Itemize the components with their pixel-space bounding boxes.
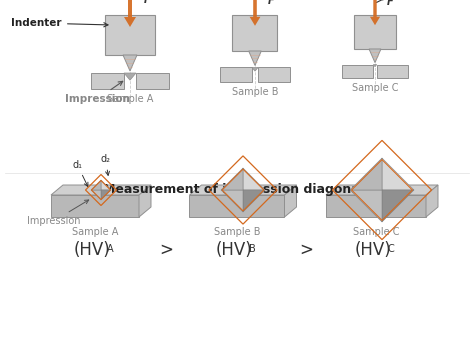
Bar <box>136 73 169 89</box>
Text: >: > <box>300 241 313 259</box>
FancyArrow shape <box>124 0 136 27</box>
Polygon shape <box>91 190 101 200</box>
Text: Indenter: Indenter <box>11 18 108 28</box>
Polygon shape <box>382 158 414 190</box>
Bar <box>220 68 252 82</box>
Text: Sample C: Sample C <box>353 227 399 237</box>
Polygon shape <box>350 190 382 222</box>
Bar <box>233 15 277 51</box>
FancyArrow shape <box>370 0 380 25</box>
Bar <box>105 15 155 55</box>
Polygon shape <box>101 180 111 190</box>
Polygon shape <box>326 195 426 217</box>
Text: (HV): (HV) <box>216 241 252 259</box>
Bar <box>377 64 408 78</box>
Polygon shape <box>123 55 137 71</box>
Polygon shape <box>190 185 297 195</box>
Polygon shape <box>221 190 243 212</box>
Polygon shape <box>139 185 151 217</box>
Text: B: B <box>249 244 256 254</box>
Text: F: F <box>387 0 393 7</box>
Text: (HV): (HV) <box>355 241 392 259</box>
Bar <box>91 73 124 89</box>
Polygon shape <box>190 195 284 217</box>
Polygon shape <box>426 185 438 217</box>
Text: >: > <box>159 241 173 259</box>
Bar <box>342 64 374 78</box>
Polygon shape <box>382 190 414 222</box>
Polygon shape <box>243 190 265 212</box>
Polygon shape <box>252 68 258 71</box>
Text: C: C <box>388 244 395 254</box>
Polygon shape <box>51 195 139 217</box>
Polygon shape <box>249 51 261 66</box>
Text: F: F <box>268 0 274 7</box>
Text: d₂: d₂ <box>100 154 110 175</box>
Polygon shape <box>101 190 111 200</box>
Text: Measurement of impression diagonals: Measurement of impression diagonals <box>103 183 371 196</box>
Bar <box>354 15 396 49</box>
Text: d₁: d₁ <box>73 160 88 187</box>
FancyArrow shape <box>250 0 260 26</box>
Polygon shape <box>369 49 381 63</box>
Text: Sample A: Sample A <box>107 94 153 104</box>
Polygon shape <box>326 185 438 195</box>
Text: Impression: Impression <box>65 81 130 104</box>
Text: F: F <box>144 0 151 5</box>
Text: (HV): (HV) <box>73 241 110 259</box>
Polygon shape <box>284 185 297 217</box>
Text: Sample B: Sample B <box>232 87 278 97</box>
Polygon shape <box>124 73 136 80</box>
Text: Impression: Impression <box>27 200 89 226</box>
Text: Sample C: Sample C <box>352 83 398 93</box>
Polygon shape <box>374 64 377 67</box>
Text: Sample B: Sample B <box>214 227 260 237</box>
Polygon shape <box>350 158 382 190</box>
Polygon shape <box>51 185 151 195</box>
Polygon shape <box>243 168 265 190</box>
Bar <box>258 68 290 82</box>
Text: A: A <box>107 244 114 254</box>
Text: Sample A: Sample A <box>72 227 118 237</box>
Polygon shape <box>221 168 243 190</box>
Polygon shape <box>91 180 101 190</box>
